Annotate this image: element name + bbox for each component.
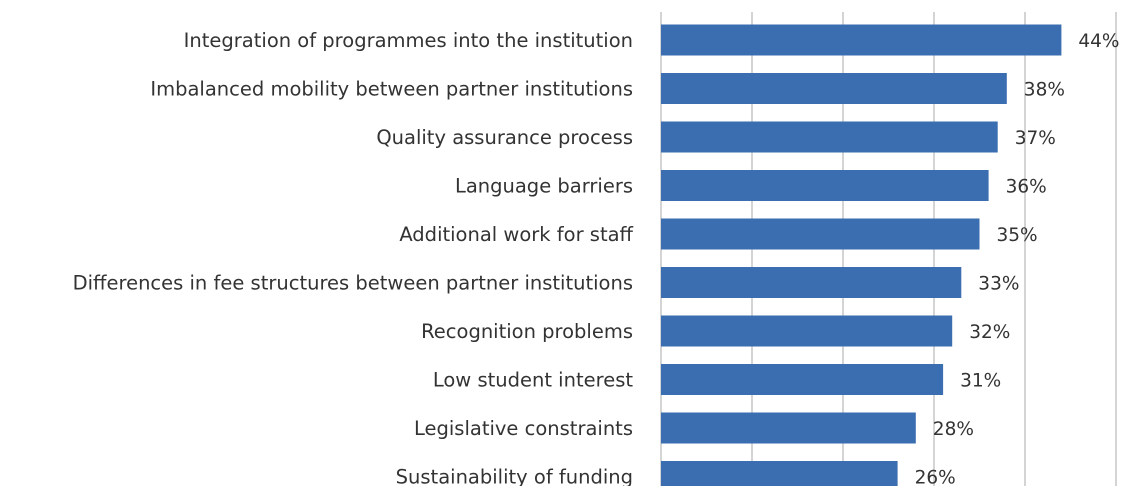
value-label: 32% — [969, 322, 1010, 343]
value-label: 35% — [997, 225, 1038, 246]
bar — [661, 461, 898, 491]
value-label: 26% — [915, 468, 956, 487]
bar — [661, 364, 944, 395]
bar — [661, 315, 953, 347]
category-label: Legislative constraints — [414, 417, 633, 440]
value-label: 31% — [960, 371, 1001, 392]
value-label: 28% — [933, 419, 974, 440]
bar — [661, 170, 989, 201]
bar — [661, 412, 916, 444]
bar — [661, 218, 980, 250]
category-label: Imbalanced mobility between partner inst… — [150, 78, 633, 101]
bar — [661, 121, 998, 153]
bar — [661, 267, 962, 298]
category-label: Recognition problems — [421, 320, 633, 343]
category-label: Language barriers — [455, 175, 633, 198]
value-label: 33% — [978, 274, 1019, 295]
category-label: Sustainability of funding — [396, 466, 633, 487]
value-label: 36% — [1006, 177, 1047, 198]
value-label: 37% — [1015, 128, 1056, 149]
bar — [661, 24, 1062, 56]
category-label: Low student interest — [433, 369, 634, 392]
value-label: 44% — [1078, 31, 1119, 52]
value-label: 38% — [1024, 80, 1065, 101]
category-label: Differences in fee structures between pa… — [73, 272, 633, 295]
category-label: Integration of programmes into the insti… — [184, 29, 633, 52]
bar — [661, 73, 1007, 104]
category-label: Additional work for staff — [399, 223, 633, 246]
category-label: Quality assurance process — [376, 126, 633, 149]
